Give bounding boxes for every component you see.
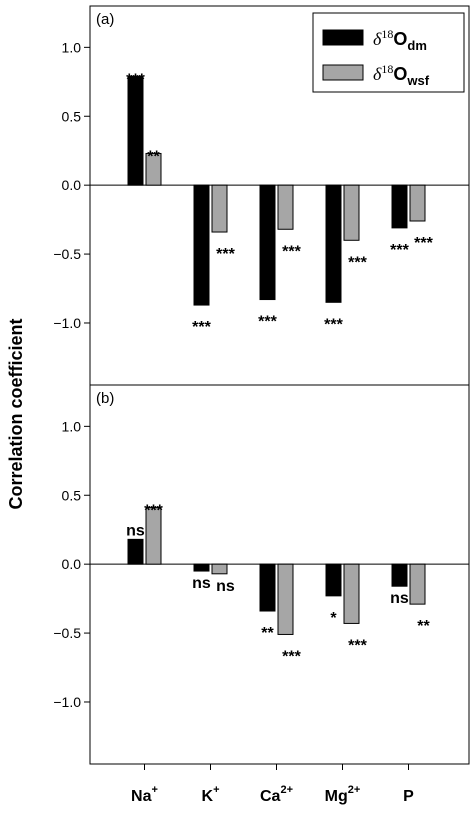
legend-swatch <box>322 64 364 81</box>
significance-label: *** <box>144 503 163 520</box>
legend-entry: δ18Owsf <box>373 62 430 88</box>
category-label: Ca2+ <box>260 784 293 805</box>
bar <box>277 184 294 230</box>
bar <box>259 563 276 612</box>
significance-label: ns <box>126 522 145 539</box>
panel-label: (b) <box>96 390 114 407</box>
y-tick-label: −0.5 <box>53 246 81 262</box>
bar <box>193 563 210 572</box>
bar <box>343 184 360 241</box>
significance-label: *** <box>414 235 433 252</box>
bar <box>391 563 408 587</box>
significance-label: *** <box>324 316 343 333</box>
y-tick-label: 1.0 <box>62 39 82 55</box>
bar <box>277 563 294 635</box>
significance-label: ** <box>147 148 160 165</box>
significance-label: ns <box>192 575 211 592</box>
category-label: Na+ <box>131 784 158 805</box>
bar <box>259 184 276 301</box>
legend-swatch <box>322 29 364 46</box>
bar <box>127 538 144 565</box>
y-tick-label: −0.5 <box>53 625 81 641</box>
bar <box>343 563 360 624</box>
significance-label: *** <box>282 648 301 665</box>
category-label: P <box>403 788 414 805</box>
significance-label: *** <box>282 243 301 260</box>
bar <box>127 75 144 186</box>
significance-label: ** <box>417 618 430 635</box>
bar <box>145 507 162 565</box>
significance-label: * <box>330 610 337 627</box>
category-label: Mg2+ <box>325 784 361 805</box>
y-tick-label: 0.5 <box>62 108 82 124</box>
significance-label: *** <box>192 319 211 336</box>
significance-label: ns <box>390 590 409 607</box>
significance-label: *** <box>348 637 367 654</box>
bar <box>409 563 426 605</box>
significance-label: *** <box>390 242 409 259</box>
bar <box>409 184 426 222</box>
y-axis-label: Correlation coefficient <box>6 318 26 509</box>
legend-entry: δ18Odm <box>373 27 427 53</box>
y-tick-label: −1.0 <box>53 315 81 331</box>
bar <box>325 563 342 597</box>
significance-label: *** <box>216 246 235 263</box>
bar <box>211 563 228 575</box>
y-tick-label: 0.0 <box>62 177 82 193</box>
bar <box>145 152 162 186</box>
panel-label: (a) <box>96 11 114 28</box>
significance-label: ** <box>261 625 274 642</box>
plot-area: 1.00.50.0−0.5−1.0(a)****** *** ***********… <box>53 5 470 805</box>
y-tick-label: 0.0 <box>62 556 82 572</box>
bar <box>325 184 342 303</box>
category-label: K+ <box>202 784 220 805</box>
significance-label: *** <box>258 314 277 331</box>
significance-label: *** <box>126 71 145 88</box>
significance-label: ns <box>216 578 235 595</box>
bar <box>193 184 210 306</box>
panel-frame <box>89 384 470 765</box>
y-tick-label: −1.0 <box>53 694 81 710</box>
bar <box>211 184 228 233</box>
y-tick-label: 1.0 <box>62 418 82 434</box>
y-tick-label: 0.5 <box>62 487 82 503</box>
significance-label: *** <box>348 254 367 271</box>
bar <box>391 184 408 229</box>
